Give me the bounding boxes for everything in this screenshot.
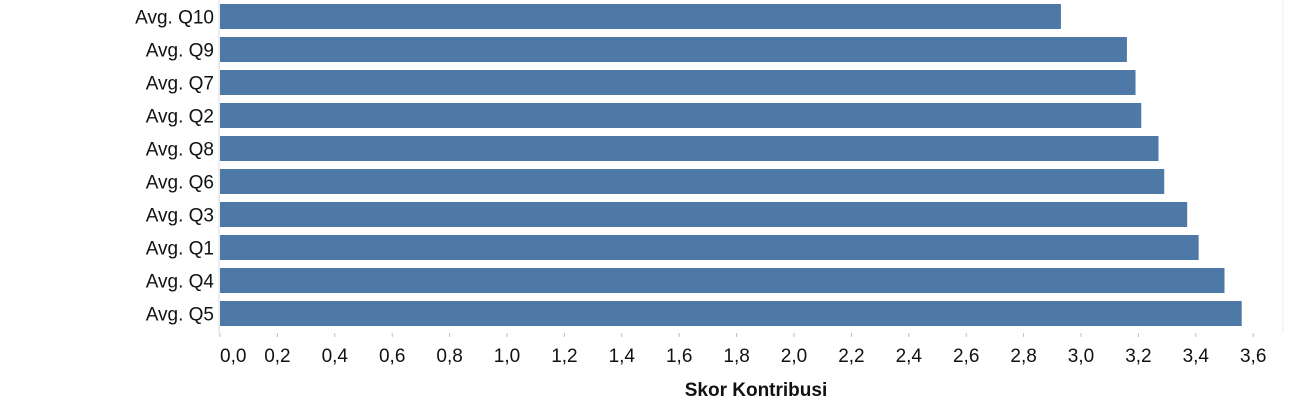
x-tick-label: 1,2 — [551, 346, 577, 367]
x-axis-ticks: 0,0 0,2 0,4 0,6 0,8 1,0 1,2 1,4 1,6 1,8 2,0 2,2 2,4 2… — [219, 333, 1266, 367]
category-label: Avg. Q8 — [146, 140, 214, 161]
category-label: Avg. Q10 — [135, 8, 214, 29]
x-tick-label: 1,6 — [666, 346, 692, 367]
bar-avg-q6[interactable] — [220, 169, 1165, 194]
bar-avg-q3[interactable] — [220, 202, 1188, 227]
category-label: Avg. Q9 — [146, 41, 214, 62]
x-tick-label: 2,6 — [953, 346, 979, 367]
bar-avg-q2[interactable] — [220, 103, 1142, 128]
x-tick-label: 2,2 — [838, 346, 864, 367]
x-tick-label: 0,6 — [379, 346, 405, 367]
category-label: Avg. Q7 — [146, 74, 214, 95]
category-label: Avg. Q5 — [146, 305, 214, 326]
x-axis-title: Skor Kontribusi — [685, 380, 828, 401]
x-tick-label: 2,4 — [896, 346, 923, 367]
bar-avg-q5[interactable] — [220, 301, 1242, 326]
bar-avg-q8[interactable] — [220, 136, 1159, 161]
category-label: Avg. Q2 — [146, 107, 214, 128]
bar-avg-q9[interactable] — [220, 37, 1127, 62]
x-tick-label: 3,6 — [1240, 346, 1266, 367]
x-tick-label: 3,2 — [1125, 346, 1151, 367]
bar-avg-q4[interactable] — [220, 268, 1225, 293]
category-label: Avg. Q1 — [146, 239, 214, 260]
category-label: Avg. Q6 — [146, 173, 214, 194]
category-label: Avg. Q3 — [146, 206, 214, 227]
x-tick-label: 0,2 — [264, 346, 290, 367]
category-label: Avg. Q4 — [146, 272, 215, 293]
x-tick-label: 0,0 — [220, 346, 246, 367]
x-tick-label: 0,8 — [436, 346, 462, 367]
bar-avg-q7[interactable] — [220, 70, 1136, 95]
x-tick-label: 3,4 — [1183, 346, 1210, 367]
x-tick-label: 1,8 — [723, 346, 749, 367]
x-tick-label: 3,0 — [1068, 346, 1094, 367]
bar-avg-q1[interactable] — [220, 235, 1199, 260]
x-tick-label: 2,0 — [781, 346, 807, 367]
bar-avg-q10[interactable] — [220, 4, 1061, 29]
x-tick-label: 1,0 — [494, 346, 520, 367]
x-tick-label: 1,4 — [609, 346, 636, 367]
category-labels: Avg. Q10 Avg. Q9 Avg. Q7 Avg. Q2 Avg. Q8 Avg.… — [135, 8, 214, 326]
x-tick-label: 0,4 — [322, 346, 349, 367]
bars-group — [220, 4, 1242, 326]
x-tick-label: 2,8 — [1010, 346, 1036, 367]
